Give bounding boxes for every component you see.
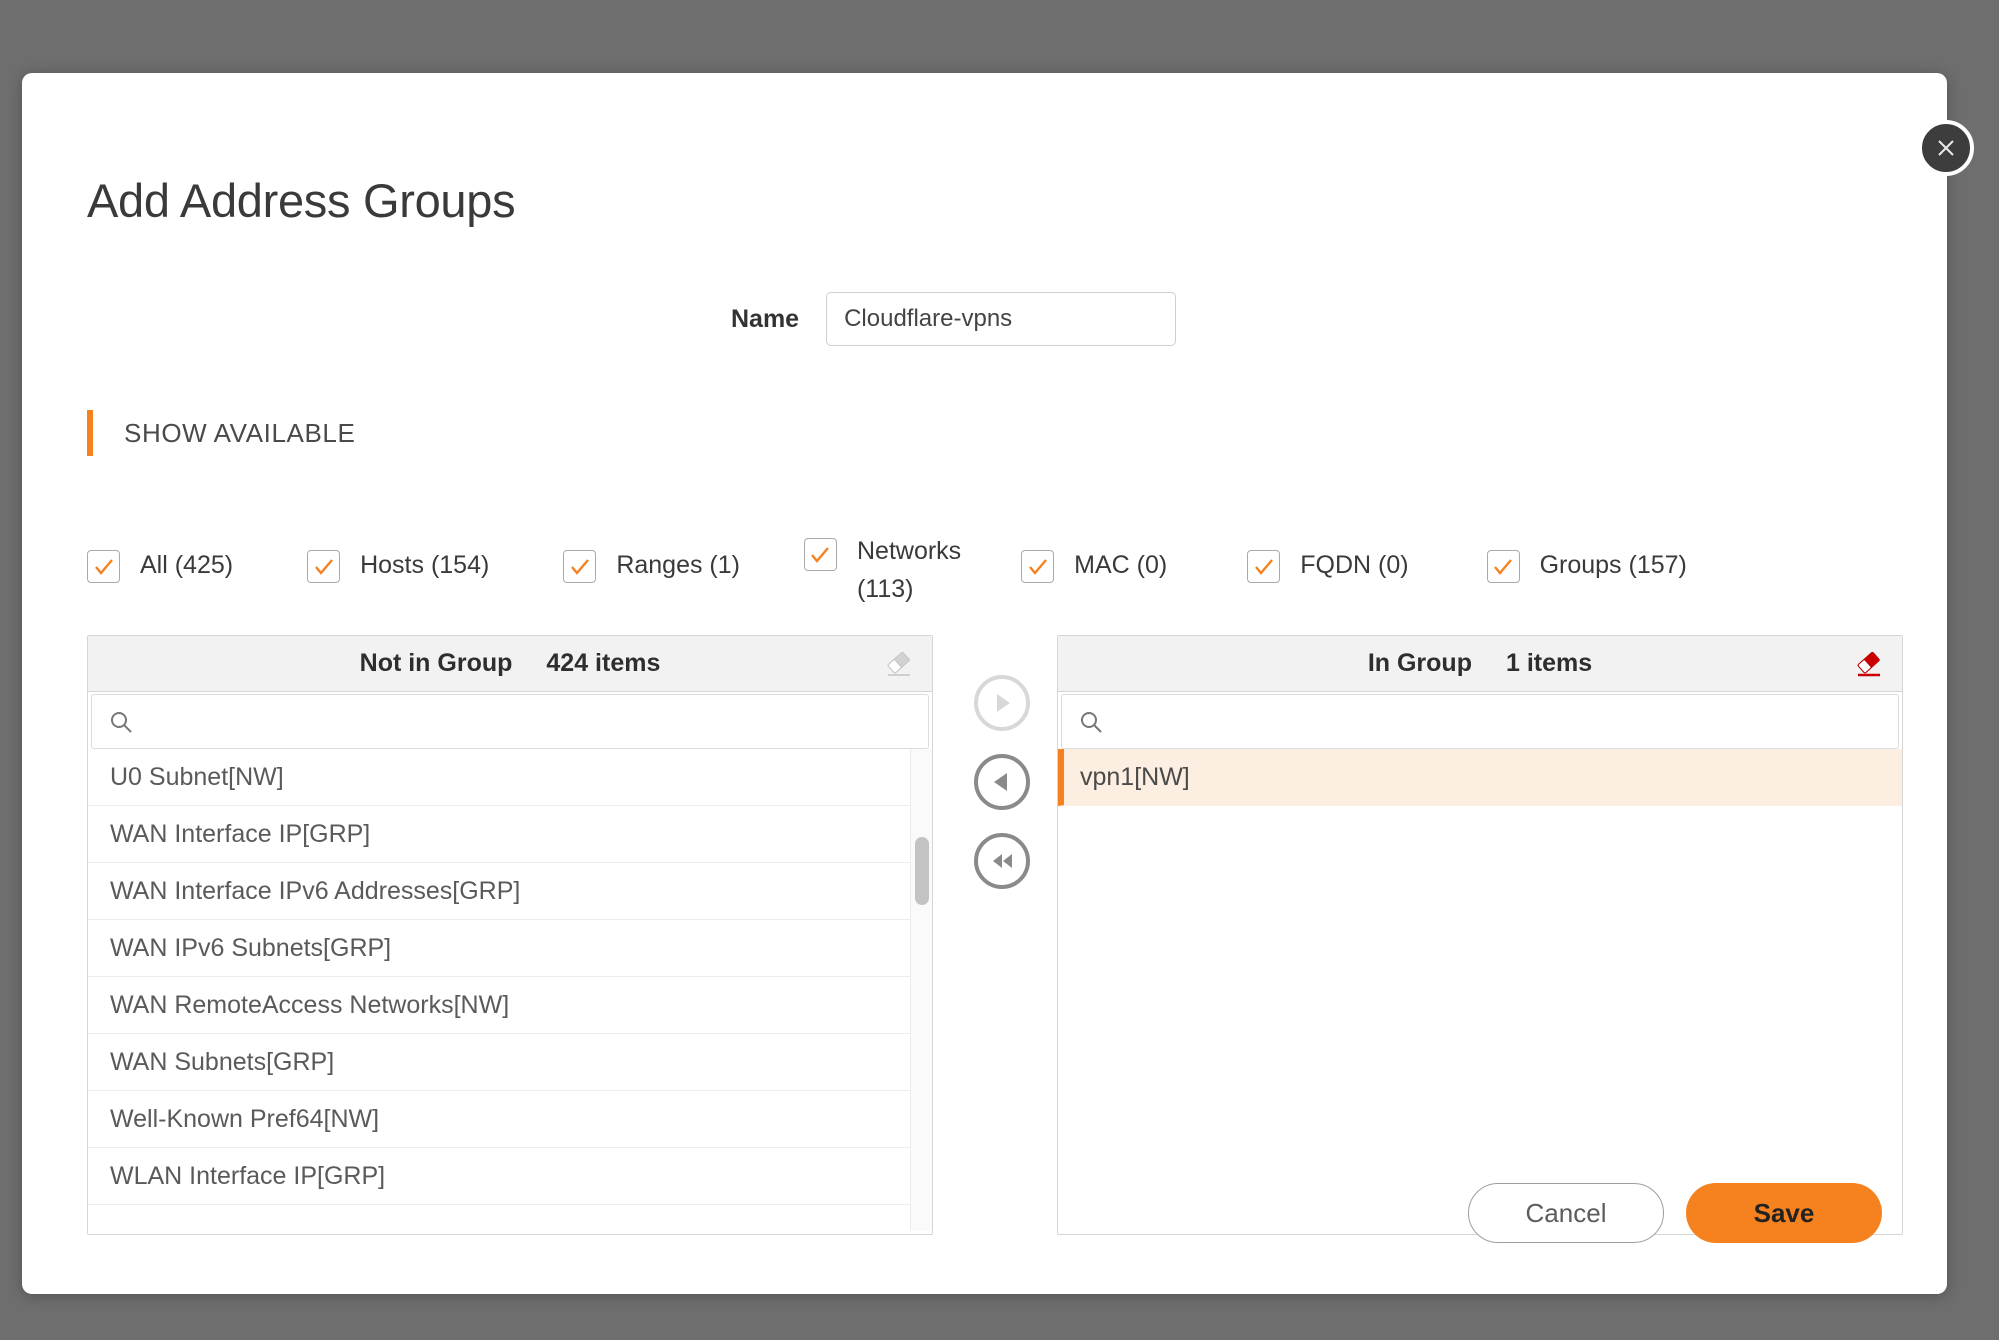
list-item[interactable]: WAN RemoteAccess Networks[NW] bbox=[88, 977, 932, 1034]
clear-right-eraser-icon[interactable] bbox=[1854, 649, 1884, 679]
check-icon bbox=[570, 558, 589, 575]
checkbox-icon[interactable] bbox=[803, 538, 837, 571]
checkbox-icon[interactable] bbox=[1247, 550, 1281, 583]
check-icon bbox=[1494, 558, 1512, 575]
check-icon bbox=[1254, 558, 1273, 575]
filter-checkbox-fqdn[interactable]: FQDN (0) bbox=[1247, 528, 1409, 584]
filter-label-all: All (425) bbox=[140, 551, 234, 579]
search-icon bbox=[108, 709, 134, 735]
section-accent-bar bbox=[87, 410, 93, 456]
check-icon bbox=[1028, 558, 1047, 575]
section-title: SHOW AVAILABLE bbox=[124, 417, 356, 448]
name-label: Name bbox=[731, 304, 800, 333]
eraser-glyph bbox=[1857, 651, 1880, 676]
in-group-count: 1 items bbox=[1505, 649, 1593, 677]
filter-label-mac: MAC (0) bbox=[1074, 551, 1168, 579]
not-in-group-count: 424 items bbox=[546, 649, 661, 677]
play-right-icon bbox=[997, 694, 1010, 712]
list-item[interactable]: Well-Known Pref64[NW] bbox=[88, 1091, 932, 1148]
filter-checkbox-mac[interactable]: MAC (0) bbox=[1021, 528, 1167, 584]
filter-checkbox-networks[interactable]: Networks (113) bbox=[803, 528, 962, 608]
checkbox-icon[interactable] bbox=[87, 550, 120, 583]
filter-checkbox-row: All (425) Hosts (154) Ranges (1) bbox=[87, 528, 1887, 608]
in-group-search[interactable] bbox=[1061, 694, 1899, 749]
checkbox-icon[interactable] bbox=[307, 550, 341, 583]
not-in-group-title: Not in Group bbox=[359, 649, 513, 677]
checkbox-icon[interactable] bbox=[563, 550, 597, 583]
not-in-group-search[interactable] bbox=[91, 694, 929, 749]
magnifier-glyph bbox=[1081, 711, 1102, 733]
scrollbar-thumb[interactable] bbox=[915, 837, 929, 905]
list-item[interactable]: WAN Interface IP[GRP] bbox=[88, 806, 932, 863]
move-all-left-button[interactable] bbox=[974, 833, 1030, 889]
in-group-title: In Group bbox=[1367, 649, 1472, 677]
in-group-list[interactable]: vpn1[NW] bbox=[1058, 749, 1902, 1231]
filter-label-ranges: Ranges (1) bbox=[616, 551, 740, 579]
check-icon bbox=[811, 546, 830, 563]
list-item[interactable]: WAN IPv6 Subnets[GRP] bbox=[88, 920, 932, 977]
list-scrollbar[interactable] bbox=[910, 749, 932, 1231]
move-left-button[interactable] bbox=[974, 754, 1030, 810]
page-title: Add Address Groups bbox=[87, 174, 516, 227]
cancel-button[interactable]: Cancel bbox=[1468, 1183, 1664, 1243]
filter-label-fqdn: FQDN (0) bbox=[1300, 551, 1409, 579]
check-icon bbox=[94, 558, 113, 575]
checkbox-icon[interactable] bbox=[1021, 550, 1055, 583]
filter-checkbox-all[interactable]: All (425) bbox=[87, 528, 233, 584]
magnifier-glyph bbox=[111, 711, 132, 733]
list-item[interactable]: WAN Subnets[GRP] bbox=[88, 1034, 932, 1091]
not-in-group-header: Not in Group 424 items bbox=[88, 636, 932, 692]
filter-checkbox-groups[interactable]: Groups (157) bbox=[1486, 528, 1687, 584]
add-address-groups-dialog: Add Address Groups Name SHOW AVAILABLE A… bbox=[22, 73, 1974, 1294]
not-in-group-list[interactable]: U0 Subnet[NW] WAN Interface IP[GRP] WAN … bbox=[88, 749, 932, 1231]
in-group-header: In Group 1 items bbox=[1058, 636, 1902, 692]
search-icon bbox=[1078, 709, 1104, 735]
filter-label-networks: Networks (113) bbox=[856, 537, 962, 603]
eraser-glyph bbox=[887, 651, 910, 676]
check-icon bbox=[314, 558, 333, 575]
name-field-row: Name bbox=[22, 292, 1947, 346]
list-item[interactable]: vpn1[NW] bbox=[1058, 749, 1902, 806]
list-item[interactable]: WAN Interface IPv6 Addresses[GRP] bbox=[88, 863, 932, 920]
transfer-button-group bbox=[949, 675, 1055, 912]
list-item[interactable]: U0 Subnet[NW] bbox=[88, 749, 932, 806]
not-in-group-panel: Not in Group 424 items bbox=[87, 635, 933, 1235]
save-button[interactable]: Save bbox=[1686, 1183, 1882, 1243]
clear-left-eraser-icon[interactable] bbox=[884, 649, 914, 679]
move-right-button[interactable] bbox=[974, 675, 1030, 731]
name-input[interactable] bbox=[826, 292, 1177, 346]
in-group-search-input[interactable] bbox=[1114, 695, 1898, 748]
dialog-footer: Cancel Save bbox=[1468, 1183, 1882, 1243]
list-item[interactable]: WLAN Interface IP[GRP] bbox=[88, 1148, 932, 1205]
filter-checkbox-ranges[interactable]: Ranges (1) bbox=[563, 528, 740, 584]
rewind-left-icon bbox=[993, 854, 1012, 868]
filter-label-hosts: Hosts (154) bbox=[360, 551, 490, 579]
close-x-glyph bbox=[1938, 140, 1954, 156]
play-left-icon bbox=[994, 773, 1007, 791]
filter-checkbox-hosts[interactable]: Hosts (154) bbox=[307, 528, 489, 584]
show-available-section-header: SHOW AVAILABLE bbox=[87, 410, 355, 456]
close-icon[interactable] bbox=[1918, 120, 1974, 176]
checkbox-icon[interactable] bbox=[1486, 550, 1520, 583]
in-group-panel: In Group 1 items bbox=[1057, 635, 1903, 1235]
not-in-group-search-input[interactable] bbox=[144, 695, 928, 748]
filter-label-groups: Groups (157) bbox=[1539, 551, 1687, 579]
